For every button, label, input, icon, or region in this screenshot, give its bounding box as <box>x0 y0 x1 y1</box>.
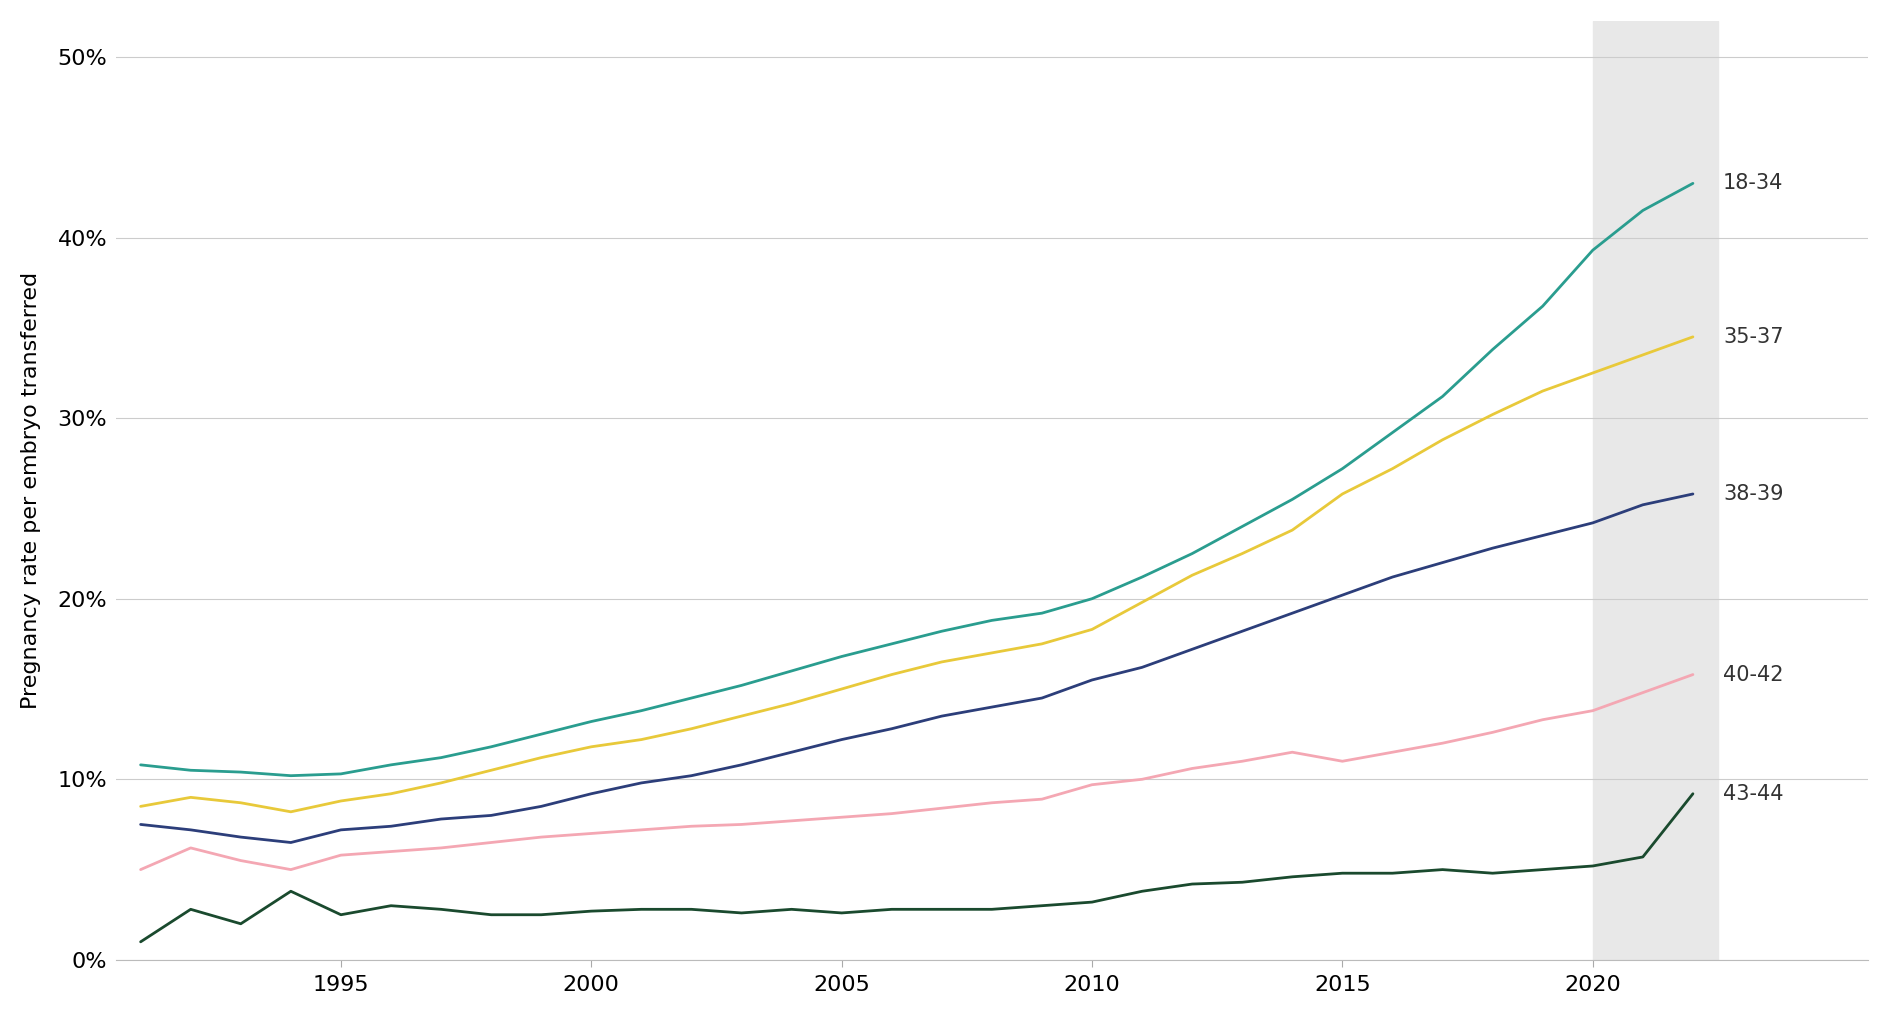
Bar <box>1592 21 1717 960</box>
Y-axis label: Pregnancy rate per embryo transferred: Pregnancy rate per embryo transferred <box>21 272 42 709</box>
Text: 38-39: 38-39 <box>1723 484 1783 504</box>
Text: 35-37: 35-37 <box>1723 327 1783 346</box>
Text: 43-44: 43-44 <box>1723 783 1783 804</box>
Text: 18-34: 18-34 <box>1723 174 1783 193</box>
Text: 40-42: 40-42 <box>1723 664 1783 685</box>
